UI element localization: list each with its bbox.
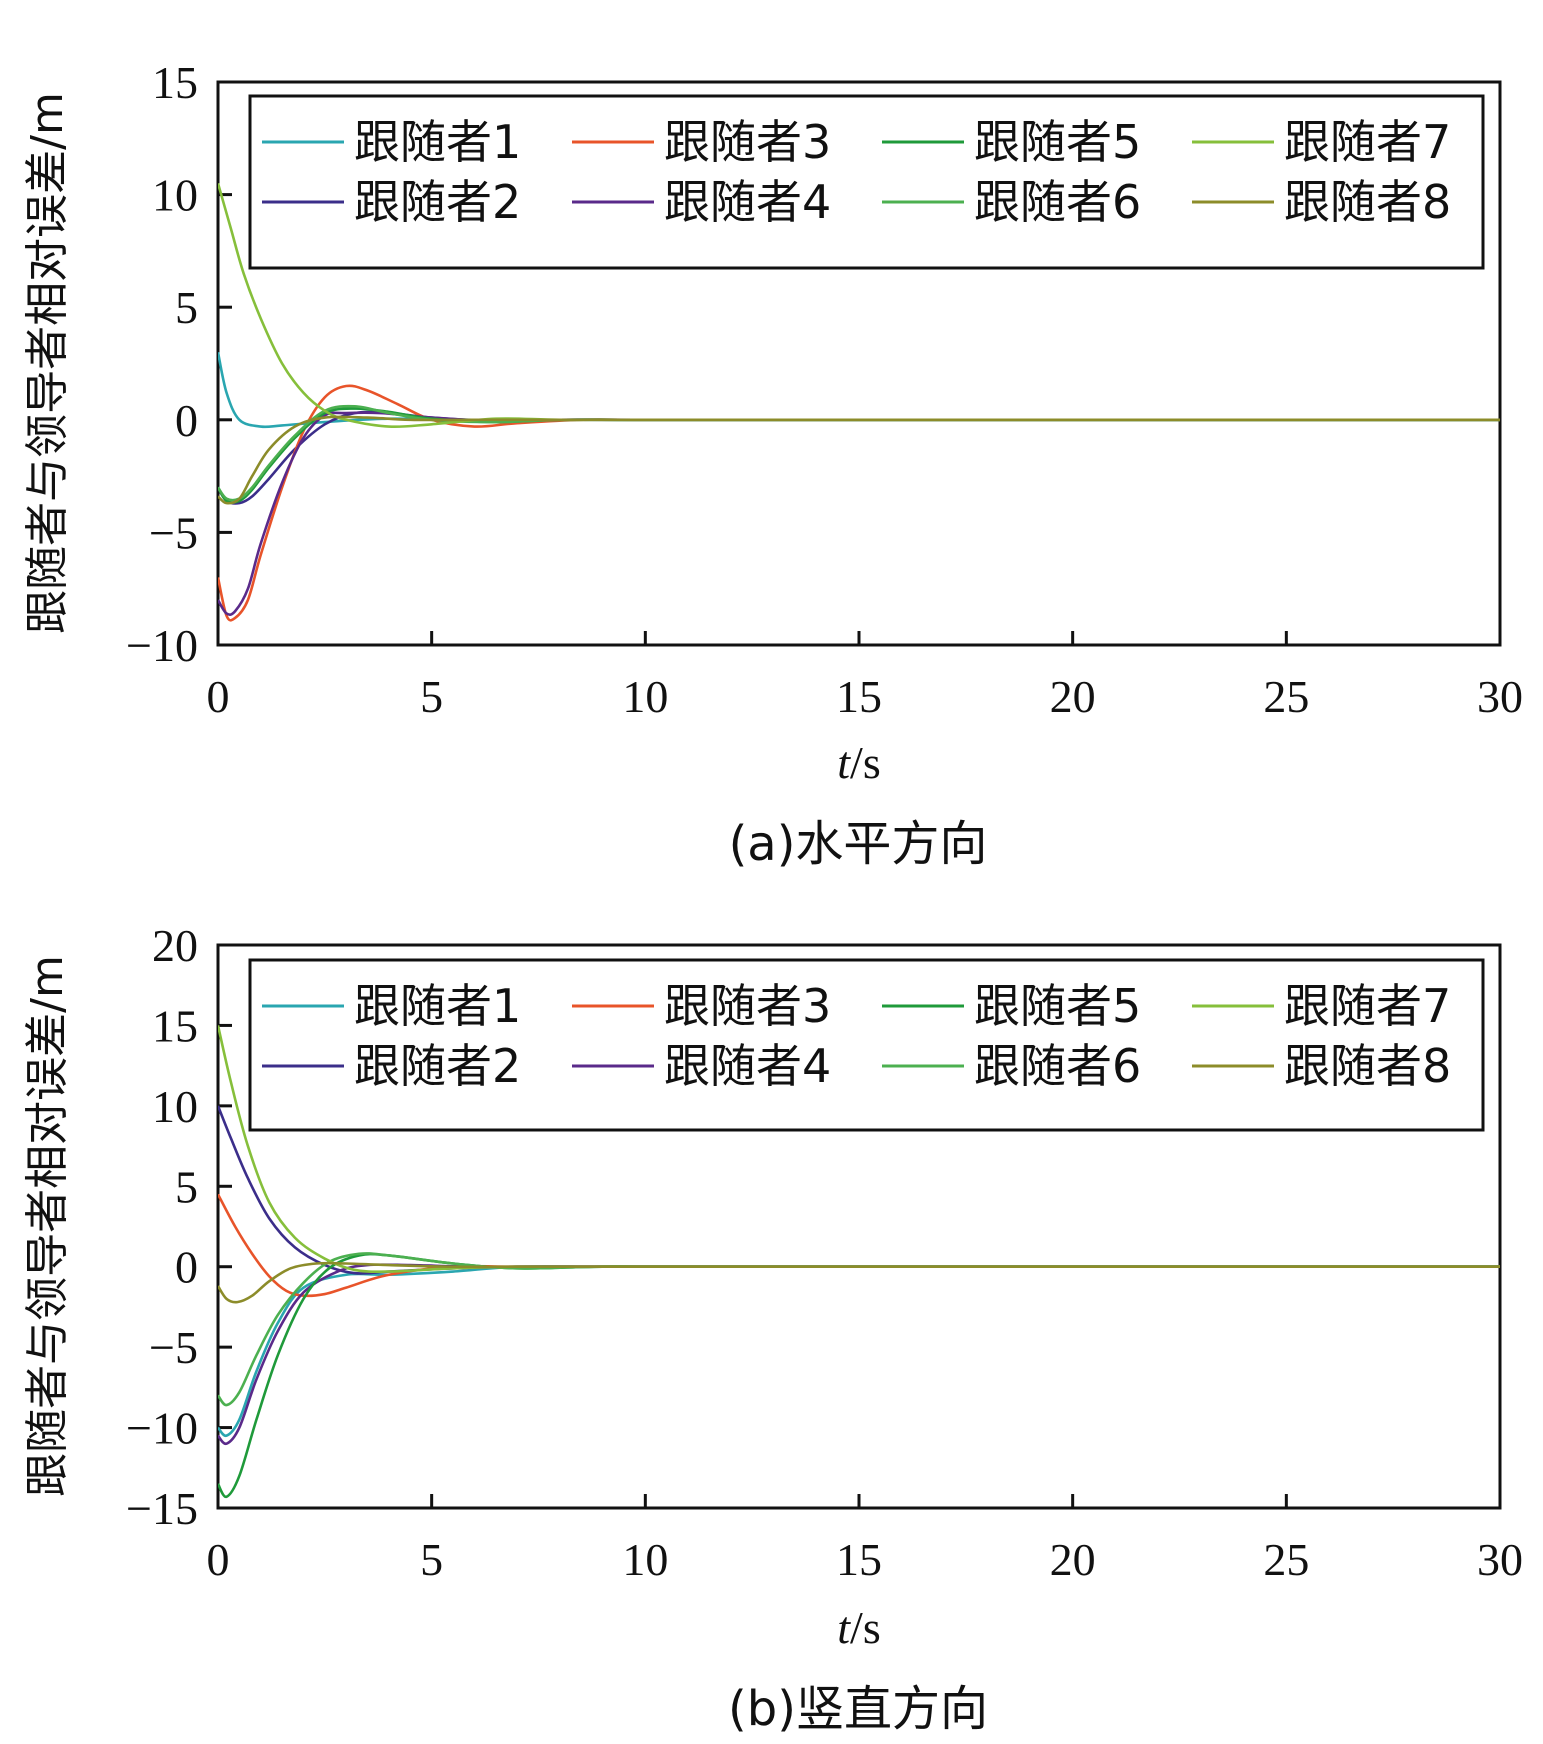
x-tick-label: 20	[1050, 671, 1096, 722]
series-line-6	[218, 1252, 1500, 1407]
legend-label-3: 跟随者3	[664, 115, 831, 169]
y-tick-label: 5	[175, 1161, 198, 1212]
legend-label-8: 跟随者8	[1284, 1039, 1451, 1093]
y-tick-label: 0	[175, 395, 198, 446]
x-axis-label-var: t	[837, 737, 851, 788]
legend-label-6: 跟随者6	[974, 1039, 1141, 1093]
series-group	[218, 182, 1500, 622]
x-tick-label: 10	[622, 1534, 668, 1585]
y-tick-label: −5	[149, 1322, 198, 1373]
x-tick-label: 30	[1477, 671, 1523, 722]
legend-label-6: 跟随者6	[974, 175, 1141, 229]
series-line-5	[218, 1252, 1500, 1499]
y-tick-label: 10	[152, 1081, 198, 1132]
x-tick-label: 5	[420, 1534, 443, 1585]
legend-label-5: 跟随者5	[974, 979, 1141, 1033]
series-line-8	[218, 415, 1500, 505]
y-tick-label: 15	[152, 1000, 198, 1051]
legend-label-4: 跟随者4	[664, 175, 831, 229]
y-tick-label: 15	[152, 57, 198, 108]
legend: 跟随者1 跟随者3 跟随者5 跟随者7 跟随者2 跟随者4 跟随者6 跟随者8	[248, 94, 1485, 270]
chart-panel-b: 0 5 10 15 20 25 30 −15 −10 −5 0 5 10 15 20 跟随者1 跟随者3 跟随者5…	[22, 920, 1523, 1737]
x-tick-label: 30	[1477, 1534, 1523, 1585]
y-tick-label: −10	[126, 1403, 198, 1454]
chart-caption: (b)竖直方向	[728, 1681, 988, 1737]
x-tick-label: 0	[207, 1534, 230, 1585]
y-tick-label: 20	[152, 920, 198, 971]
y-tick-label: 5	[175, 282, 198, 333]
y-tick-label: 0	[175, 1242, 198, 1293]
x-tick-label: 20	[1050, 1534, 1096, 1585]
x-axis-label-unit: /s	[850, 1602, 881, 1653]
legend-label-4: 跟随者4	[664, 1039, 831, 1093]
series-line-8	[218, 1261, 1500, 1304]
legend: 跟随者1 跟随者3 跟随者5 跟随者7 跟随者2 跟随者4 跟随者6 跟随者8	[248, 958, 1485, 1132]
legend-label-3: 跟随者3	[664, 979, 831, 1033]
y-tick-label: −5	[149, 507, 198, 558]
x-tick-label: 0	[207, 671, 230, 722]
y-tick-label: −10	[126, 620, 198, 671]
legend-label-2: 跟随者2	[354, 175, 521, 229]
y-axis-label: 跟随者与领导者相对误差/m	[22, 92, 73, 634]
series-line-3	[218, 1193, 1500, 1298]
series-line-1	[218, 1265, 1500, 1438]
x-axis-label-unit: /s	[850, 737, 881, 788]
x-tick-label: 25	[1263, 1534, 1309, 1585]
y-axis-label: 跟随者与领导者相对误差/m	[22, 955, 73, 1497]
legend-label-7: 跟随者7	[1284, 979, 1451, 1033]
y-tick-label: −15	[126, 1483, 198, 1534]
legend-box	[248, 958, 1485, 1132]
series-line-5	[218, 407, 1500, 504]
x-tick-label: 25	[1263, 671, 1309, 722]
legend-label-1: 跟随者1	[354, 979, 521, 1033]
x-axis-label: t/s	[837, 737, 880, 788]
x-axis-label: t/s	[837, 1602, 880, 1653]
legend-label-8: 跟随者8	[1284, 175, 1451, 229]
chart-caption: (a)水平方向	[729, 816, 988, 872]
legend-label-2: 跟随者2	[354, 1039, 521, 1093]
legend-label-5: 跟随者5	[974, 115, 1141, 169]
legend-label-7: 跟随者7	[1284, 115, 1451, 169]
legend-label-1: 跟随者1	[354, 115, 521, 169]
series-group	[218, 1025, 1500, 1499]
legend-box	[248, 94, 1485, 270]
x-tick-label: 5	[420, 671, 443, 722]
series-line-4	[218, 1263, 1500, 1446]
x-tick-label: 10	[622, 671, 668, 722]
x-axis-label-var: t	[837, 1602, 851, 1653]
x-tick-label: 15	[836, 671, 882, 722]
x-tick-label: 15	[836, 1534, 882, 1585]
y-tick-label: 10	[152, 170, 198, 221]
series-line-4	[218, 411, 1500, 616]
